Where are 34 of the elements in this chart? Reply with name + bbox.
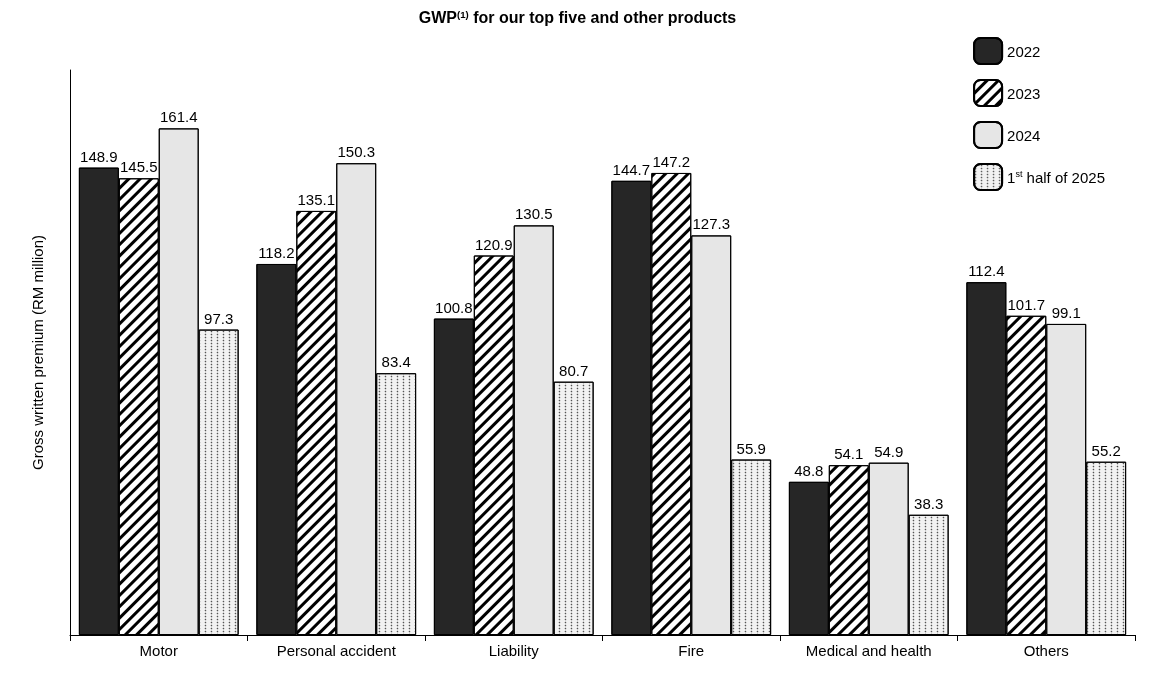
x-tick-label: Fire: [678, 642, 705, 659]
data-label: 118.2: [258, 243, 295, 261]
legend-label: 2024: [1007, 126, 1041, 144]
data-label: 127.3: [692, 215, 730, 233]
data-label: 83.4: [381, 353, 411, 371]
data-label: 130.5: [514, 205, 553, 223]
data-label: 80.7: [559, 361, 589, 379]
data-label: 120.9: [475, 235, 513, 253]
x-tick-label: Personal accident: [276, 642, 397, 659]
y-axis-title: Gross written premium (RM million): [29, 234, 46, 471]
data-label: 144.7: [612, 160, 651, 178]
legend-label: 2023: [1007, 84, 1041, 102]
x-tick-label: Others: [1023, 642, 1069, 659]
x-tick-label: Medical and health: [805, 642, 932, 659]
data-label: 112.4: [968, 262, 1005, 280]
data-label: 55.9: [736, 439, 766, 457]
data-label: 161.4: [159, 108, 198, 126]
data-label: 54.9: [874, 442, 904, 460]
data-label: 135.1: [297, 190, 336, 208]
data-label: 38.3: [914, 494, 944, 512]
data-label: 97.3: [204, 309, 234, 327]
data-label: 148.9: [80, 147, 118, 165]
data-label: 150.3: [337, 143, 375, 161]
data-label: 48.8: [794, 461, 824, 479]
data-label: 147.2: [652, 152, 691, 170]
data-label: 99.1: [1051, 303, 1081, 321]
data-label: 54.1: [834, 445, 864, 463]
x-tick-label: Liability: [488, 642, 540, 659]
data-label: 101.7: [1007, 295, 1046, 313]
data-label: 55.2: [1091, 441, 1121, 459]
data-label: 100.8: [435, 298, 473, 316]
data-label: 145.5: [120, 158, 158, 176]
x-tick-label: Motor: [139, 642, 178, 659]
legend-label: 2022: [1007, 42, 1041, 60]
